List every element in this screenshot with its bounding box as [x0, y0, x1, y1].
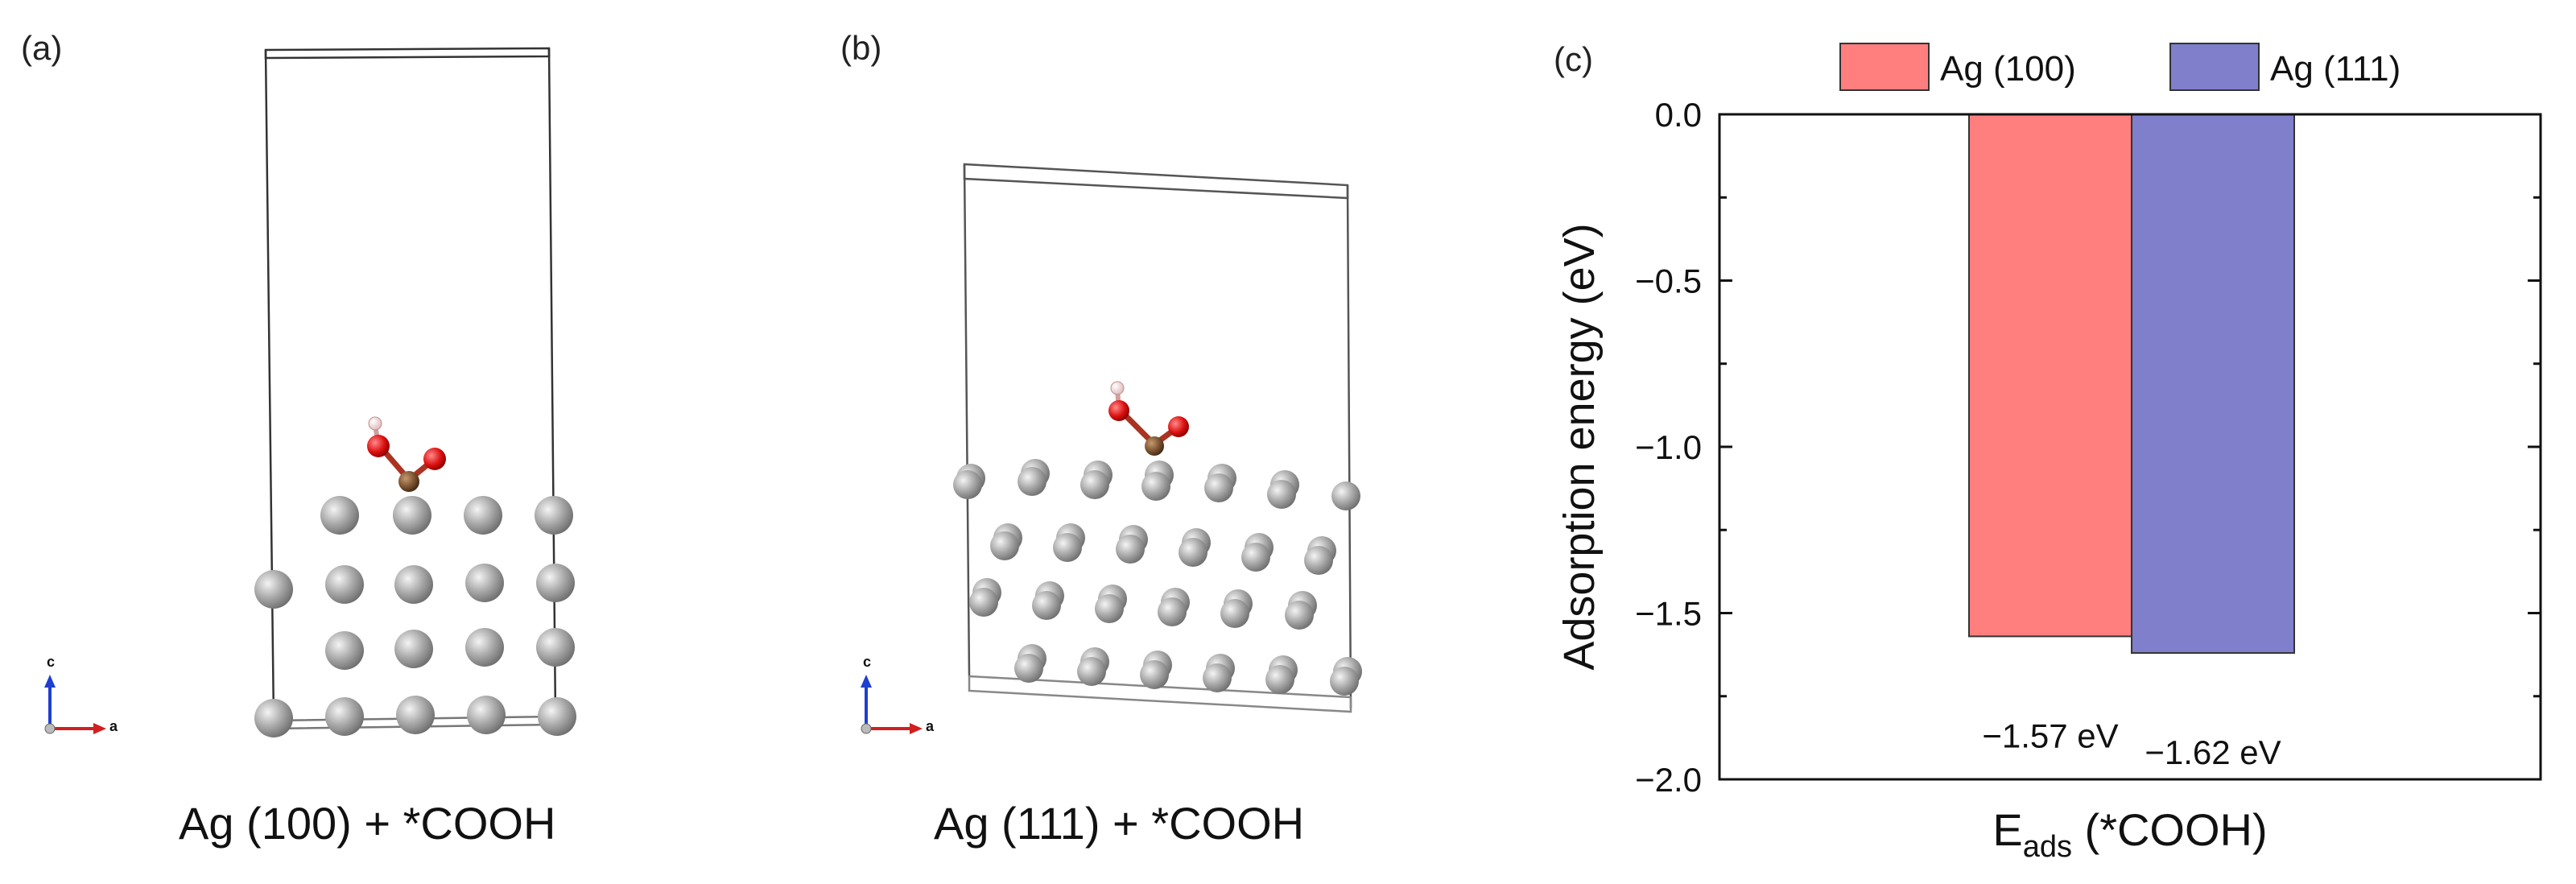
axis-triad-a-a-label: a — [109, 718, 118, 734]
y-tick-label: −0.5 — [1635, 262, 1702, 300]
data-label-ag100: −1.57 eV — [1982, 717, 2118, 754]
legend-swatch-ag111 — [2169, 43, 2260, 91]
ag-atoms — [953, 459, 1362, 696]
panel-b-label: (b) — [840, 29, 882, 67]
panel-c-label: (c) — [1554, 40, 1593, 78]
x-axis-label-rest: (*COOH) — [2072, 804, 2268, 855]
legend-label-ag111: Ag (111) — [2270, 49, 2401, 89]
data-label-ag111: −1.62 eV — [2145, 733, 2281, 771]
axis-triad-b — [861, 675, 923, 734]
y-axis-ticks: 0.0 −0.5 −1.0 −1.5 −2.0 — [1635, 96, 2541, 799]
y-tick-label: −1.5 — [1635, 595, 1702, 633]
bar-ag100 — [1968, 114, 2132, 638]
cooh-molecule — [1108, 381, 1189, 456]
ag100-structure — [254, 47, 576, 737]
legend-swatch-ag100 — [1839, 43, 1930, 91]
panel-a-caption: Ag (100) + *COOH — [179, 798, 556, 849]
ag-atoms — [254, 496, 576, 737]
y-axis-label: Adsorption energy (eV) — [1555, 223, 1604, 670]
ag111-structure — [953, 163, 1362, 713]
axis-triad-b-c-label: c — [863, 654, 872, 670]
x-axis-label: Eads (*COOH) — [1992, 804, 2267, 864]
cooh-molecule — [367, 416, 446, 492]
axis-triad-a-c-label: c — [47, 654, 56, 670]
x-axis-label-sub: ads — [2023, 830, 2072, 864]
bar-ag111 — [2131, 114, 2295, 655]
legend-label-ag100: Ag (100) — [1940, 49, 2076, 89]
y-tick-label: −2.0 — [1635, 761, 1702, 799]
y-tick-label: −1.0 — [1635, 428, 1702, 466]
unit-cell — [963, 163, 1352, 713]
panel-a-label: (a) — [21, 29, 63, 67]
panel-b-caption: Ag (111) + *COOH — [934, 798, 1305, 849]
axis-triad-a — [44, 675, 106, 734]
y-tick-label: 0.0 — [1655, 96, 1702, 134]
x-axis-label-main: E — [1992, 804, 2022, 855]
axis-triad-b-a-label: a — [926, 718, 935, 734]
